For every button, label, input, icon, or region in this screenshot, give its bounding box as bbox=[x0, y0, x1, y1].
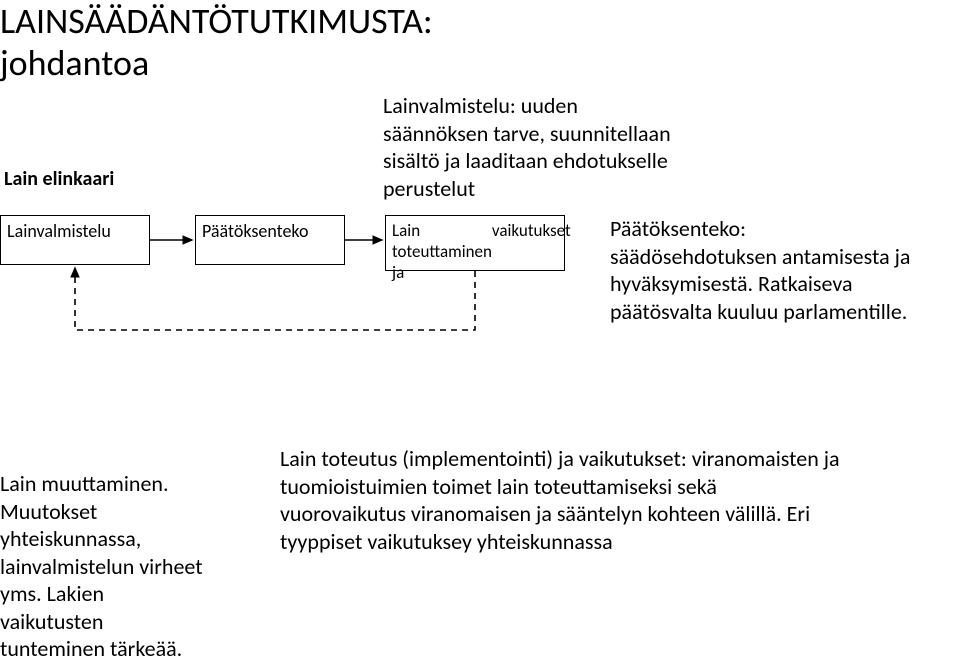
desc-top-l2: säännöksen tarve, suunnitellaan bbox=[383, 120, 671, 148]
desc-bl-l3: yhteiskunnassa, bbox=[0, 525, 203, 553]
desc-bl-l6: vaikutusten bbox=[0, 608, 203, 636]
lifecycle-label: Lain elinkaari bbox=[4, 167, 114, 191]
desc-top-l1: Lainvalmistelu: uuden bbox=[383, 92, 671, 120]
desc-mid-l4: päätösvalta kuuluu parlamentille. bbox=[610, 298, 910, 326]
desc-top-l3: sisältö ja laaditaan ehdotukselle bbox=[383, 147, 671, 175]
node-paatoksenteko-label: Päätöksenteko bbox=[202, 220, 309, 242]
desc-bl-l5: yms. Lakien bbox=[0, 580, 203, 608]
node-toteuttaminen-l2: vaikutukset bbox=[492, 220, 571, 241]
desc-bl-l4: lainvalmistelun virheet bbox=[0, 553, 203, 581]
desc-bl-l2: Muutokset bbox=[0, 498, 203, 526]
node-lainvalmistelu-label: Lainvalmistelu bbox=[7, 220, 111, 242]
desc-br-l2: tuomioistuimien toimet lain toteuttamise… bbox=[280, 473, 840, 501]
node-lainvalmistelu: Lainvalmistelu bbox=[0, 215, 150, 265]
node-toteuttaminen-l1: Lain toteuttaminen ja bbox=[392, 220, 492, 283]
desc-mid-l1: Päätöksenteko: bbox=[610, 215, 910, 243]
desc-paatoksenteko: Päätöksenteko: säädösehdotuksen antamise… bbox=[610, 215, 910, 325]
desc-br-l3: vuorovaikutus viranomaisen ja sääntelyn … bbox=[280, 500, 840, 528]
desc-mid-l2: säädösehdotuksen antamisesta ja bbox=[610, 243, 910, 271]
title-line1: LAINSÄÄDÄNTÖTUTKIMUSTA: bbox=[0, 0, 433, 42]
title-line2: johdantoa bbox=[0, 42, 433, 84]
node-paatoksenteko: Päätöksenteko bbox=[195, 215, 345, 265]
desc-muuttaminen: Lain muuttaminen. Muutokset yhteiskunnas… bbox=[0, 470, 203, 663]
desc-mid-l3: hyväksymisestä. Ratkaiseva bbox=[610, 270, 910, 298]
node-toteuttaminen: Lain toteuttaminen ja vaikutukset bbox=[385, 215, 565, 271]
desc-bl-l7: tunteminen tärkeää. bbox=[0, 635, 203, 663]
desc-lainvalmistelu: Lainvalmistelu: uuden säännöksen tarve, … bbox=[383, 92, 671, 202]
page-title: LAINSÄÄDÄNTÖTUTKIMUSTA: johdantoa bbox=[0, 0, 433, 84]
desc-bl-l1: Lain muuttaminen. bbox=[0, 470, 203, 498]
desc-br-l4: tyyppiset vaikutuksey yhteiskunnassa bbox=[280, 528, 840, 556]
desc-top-l4: perustelut bbox=[383, 175, 671, 203]
desc-toteutus: Lain toteutus (implementointi) ja vaikut… bbox=[280, 445, 840, 555]
desc-br-l1: Lain toteutus (implementointi) ja vaikut… bbox=[280, 445, 840, 473]
